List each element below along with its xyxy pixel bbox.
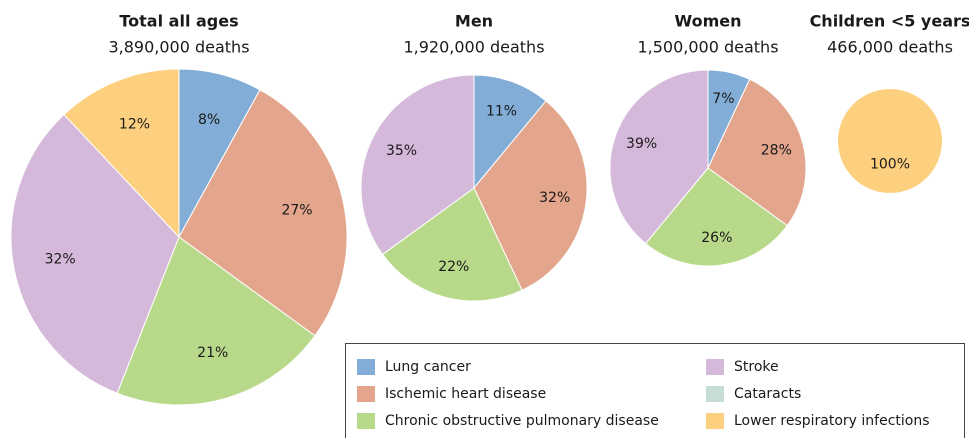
- pie-slice: [381, 187, 523, 302]
- legend-swatch: [357, 386, 375, 402]
- data-label: 21%: [197, 345, 228, 361]
- legend-label: Chronic obstructive pulmonary disease: [385, 413, 659, 429]
- pie-subtitle: 1,920,000 deaths: [403, 38, 544, 57]
- pie-slice: [473, 100, 588, 291]
- pie-subtitle: 466,000 deaths: [827, 38, 953, 57]
- pie-title: Total all ages: [119, 12, 238, 31]
- pie-slice: [63, 68, 180, 239]
- pie-title: Men: [455, 12, 493, 31]
- legend-swatch: [357, 359, 375, 375]
- data-label: 22%: [438, 259, 469, 275]
- legend-label: Lung cancer: [385, 359, 471, 375]
- data-label: 27%: [281, 203, 312, 219]
- pie-title: Children <5 years: [810, 12, 969, 31]
- data-label: 35%: [386, 143, 417, 159]
- pie-slice: [609, 69, 709, 245]
- pie-title: Women: [675, 12, 742, 31]
- data-label: 8%: [198, 112, 220, 128]
- pie-slice: [10, 113, 180, 394]
- data-label: 39%: [626, 136, 657, 152]
- pie-slice: [644, 167, 788, 267]
- legend-swatch: [706, 386, 724, 402]
- legend-box: [345, 343, 965, 438]
- pie-subtitle: 1,500,000 deaths: [637, 38, 778, 57]
- pie-slice: [707, 78, 807, 227]
- pie-subtitle: 3,890,000 deaths: [108, 38, 249, 57]
- data-label: 28%: [761, 142, 792, 158]
- pie-slice: [116, 236, 316, 406]
- data-label: 26%: [701, 230, 732, 246]
- pie-slice: [473, 74, 547, 190]
- legend-swatch: [357, 413, 375, 429]
- legend-label: Cataracts: [734, 386, 801, 402]
- data-label: 12%: [119, 117, 150, 133]
- pie-slice: [178, 89, 348, 337]
- data-label: 32%: [539, 190, 570, 206]
- legend-label: Ischemic heart disease: [385, 386, 546, 402]
- legend-swatch: [706, 359, 724, 375]
- data-label: 11%: [486, 103, 517, 119]
- data-label: 32%: [45, 252, 76, 268]
- legend-swatch: [706, 413, 724, 429]
- legend-label: Lower respiratory infections: [734, 413, 930, 429]
- pie-slice: [838, 89, 942, 193]
- legend-label: Stroke: [734, 359, 779, 375]
- data-label: 7%: [712, 91, 734, 107]
- data-label: 100%: [870, 156, 910, 172]
- pie-slice: [360, 74, 475, 256]
